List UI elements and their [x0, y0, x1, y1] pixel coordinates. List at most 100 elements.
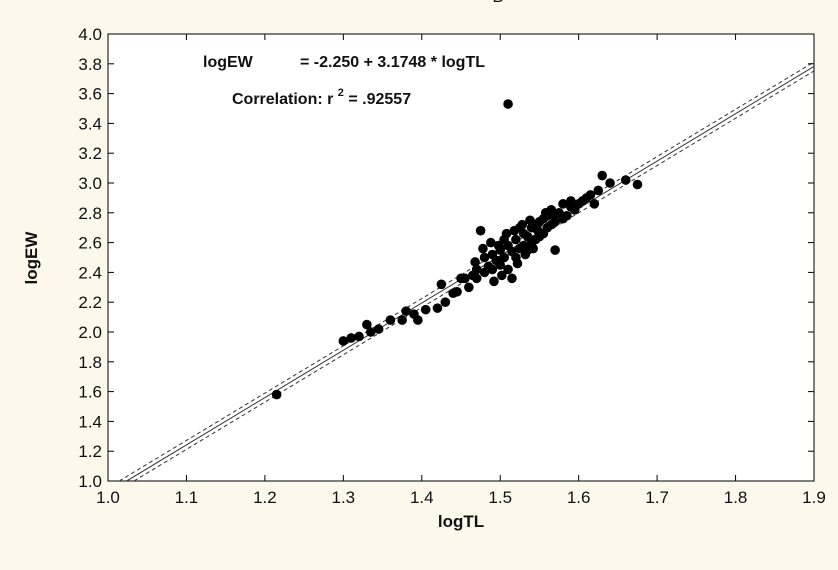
- data-point: [511, 234, 521, 245]
- equation-annotation: logEW = -2.250 + 3.1748 * logTL: [203, 54, 485, 71]
- data-point: [499, 252, 509, 263]
- x-tick-label: 1.5: [488, 488, 512, 507]
- data-point: [401, 306, 411, 316]
- x-axis-title: logTL: [438, 512, 484, 531]
- y-tick-label: 1.2: [78, 442, 102, 461]
- data-point: [346, 333, 356, 343]
- data-point: [528, 243, 538, 254]
- y-tick-label: 2.2: [78, 293, 102, 312]
- data-point: [471, 264, 482, 275]
- data-point: [593, 185, 604, 196]
- data-point: [566, 196, 576, 206]
- data-point: [397, 315, 407, 325]
- y-axis-ticks: 1.0 1.2 1.4 1.6 1.8 2.0 2.2 2.4 2.6 2.8 3.0 3.2 3.4 3…: [78, 25, 814, 491]
- y-tick-label: 2.0: [78, 323, 102, 342]
- data-point: [562, 210, 572, 221]
- data-point: [620, 175, 631, 185]
- data-point: [432, 303, 443, 313]
- data-point: [440, 297, 451, 308]
- data-point: [525, 215, 535, 226]
- y-tick-label: 1.8: [78, 353, 102, 372]
- data-point: [509, 225, 520, 236]
- y-tick-label: 2.6: [78, 234, 102, 253]
- data-point: [489, 276, 499, 287]
- correlation-value: = .92557: [348, 91, 411, 108]
- partial-top-label: B: [492, 0, 503, 6]
- data-point: [486, 237, 496, 248]
- x-tick-label: 1.6: [567, 488, 591, 507]
- data-point: [413, 315, 423, 325]
- y-tick-label: 2.8: [78, 204, 102, 223]
- y-tick-label: 1.4: [78, 412, 102, 431]
- y-tick-label: 3.6: [78, 85, 102, 104]
- data-point: [420, 304, 431, 315]
- x-tick-label: 1.9: [802, 488, 826, 507]
- data-point: [520, 249, 531, 260]
- data-points: [271, 99, 643, 400]
- data-point: [362, 319, 372, 330]
- data-point: [632, 179, 643, 190]
- data-point: [540, 208, 551, 218]
- data-point: [436, 279, 447, 290]
- data-point: [478, 243, 488, 254]
- data-point: [548, 210, 559, 221]
- data-point: [385, 315, 396, 325]
- data-point: [487, 264, 498, 275]
- y-tick-label: 1.6: [78, 383, 102, 402]
- data-point: [496, 270, 507, 281]
- data-point: [501, 228, 512, 239]
- data-point: [365, 327, 376, 337]
- data-point: [354, 331, 364, 342]
- x-tick-label: 1.8: [724, 488, 748, 507]
- data-point: [460, 273, 470, 284]
- data-point: [589, 199, 600, 209]
- confidence-upper-line: [118, 61, 815, 482]
- y-tick-label: 2.4: [78, 263, 102, 282]
- plot-area: [107, 33, 815, 482]
- data-point: [271, 389, 282, 400]
- data-point: [597, 170, 607, 181]
- y-tick-label: 3.0: [78, 174, 102, 193]
- data-point: [479, 252, 490, 263]
- x-axis-ticks: 1.0 1.1 1.2 1.3 1.4 1.5 1.6 1.7 1.8 1.9: [96, 34, 826, 507]
- x-tick-label: 1.4: [410, 488, 434, 507]
- confidence-band: [118, 61, 815, 482]
- data-point: [605, 178, 615, 188]
- y-tick-label: 1.0: [78, 472, 102, 491]
- data-point: [495, 260, 506, 270]
- data-point: [503, 264, 513, 275]
- data-point: [558, 199, 568, 209]
- data-point: [550, 245, 560, 255]
- data-point: [475, 225, 486, 236]
- data-point: [533, 225, 543, 236]
- data-point: [338, 336, 349, 346]
- data-point: [452, 286, 462, 297]
- y-tick-label: 3.4: [78, 114, 102, 133]
- data-point: [517, 219, 527, 230]
- equation-lhs: logEW: [203, 54, 254, 71]
- correlation-text: Correlation: r: [232, 91, 333, 108]
- x-tick-label: 1.7: [645, 488, 669, 507]
- x-tick-label: 1.0: [96, 488, 120, 507]
- x-tick-label: 1.2: [253, 488, 277, 507]
- correlation-annotation: Correlation: r 2 = .92557: [232, 83, 411, 108]
- confidence-lower-line: [133, 70, 815, 482]
- y-tick-label: 4.0: [78, 25, 102, 44]
- data-point: [507, 273, 517, 284]
- y-axis-title: logEW: [22, 231, 41, 285]
- y-tick-label: 3.2: [78, 144, 102, 163]
- data-point: [585, 190, 596, 200]
- equation-rhs: = -2.250 + 3.1748 * logTL: [300, 54, 485, 71]
- data-point: [464, 282, 474, 293]
- data-point: [493, 240, 504, 251]
- data-point: [471, 273, 482, 284]
- x-tick-label: 1.3: [332, 488, 356, 507]
- data-point: [512, 258, 523, 269]
- x-tick-label: 1.1: [175, 488, 199, 507]
- correlation-exponent: 2: [338, 87, 344, 99]
- data-point: [503, 99, 513, 109]
- y-tick-label: 3.8: [78, 55, 102, 74]
- data-point: [470, 257, 480, 267]
